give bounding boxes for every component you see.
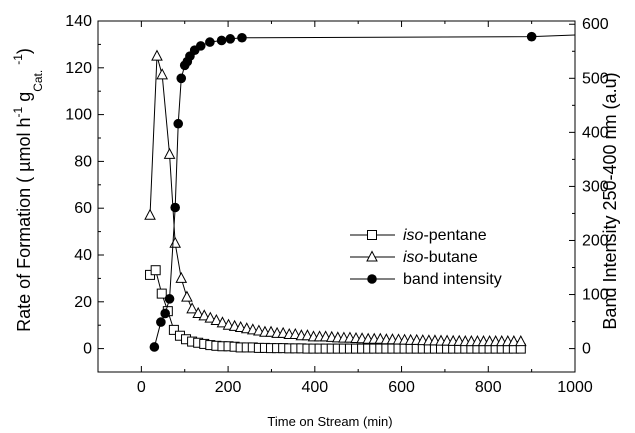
y-tick-label: 100	[65, 107, 92, 124]
data-point	[216, 35, 227, 46]
data-point	[173, 118, 184, 129]
data-point	[160, 308, 171, 319]
legend-marker	[366, 250, 378, 262]
legend-label: iso-butane	[403, 249, 478, 266]
legend-label-rest: -butane	[423, 249, 477, 266]
data-point	[205, 37, 215, 47]
y2-tick-label: 300	[582, 178, 609, 195]
x-tick-label: 1000	[557, 379, 593, 396]
data-point	[237, 32, 247, 43]
legend-marker	[367, 230, 377, 240]
data-point	[175, 271, 188, 283]
legend-label-italic: iso	[403, 227, 424, 244]
data-point	[192, 306, 204, 318]
series-line	[149, 55, 521, 343]
legend-item: iso-pentane	[350, 227, 487, 244]
legend-label: iso-pentane	[403, 227, 487, 244]
x-tick-label: 0	[137, 379, 146, 396]
x-tick-label: 400	[301, 379, 328, 396]
data-point	[151, 49, 163, 61]
data-point	[150, 265, 161, 276]
y2-axis-label: Band Intensity 250-400 nm (a.u)	[600, 72, 620, 329]
legend-label: band intensity	[403, 271, 502, 288]
legend-item: band intensity	[350, 271, 502, 288]
series-iso-pentane	[145, 265, 526, 354]
axes: 0 200 400 600 800 1000 0 20 40 60 80 100 120 140 0 100 2…	[65, 13, 609, 396]
data-point	[216, 316, 229, 328]
data-point	[156, 317, 166, 327]
x-tick-label: 800	[475, 379, 502, 396]
data-point	[514, 335, 527, 347]
x-tick-label: 600	[388, 379, 415, 396]
data-point	[169, 236, 182, 248]
y-axis-label-group: Rate of Formation ( µmol h-1 gCat. -1)	[11, 48, 45, 332]
y-tick-label: 120	[65, 60, 92, 77]
data-point	[210, 313, 223, 326]
data-point	[198, 309, 211, 321]
legend-item: iso-butane	[350, 249, 478, 266]
data-point	[170, 202, 180, 213]
data-point	[164, 294, 175, 304]
data-point	[176, 73, 187, 84]
y2-tick-label: 0	[582, 341, 591, 358]
data-point	[225, 34, 236, 44]
y2-tick-label: 100	[582, 287, 609, 304]
data-point	[156, 288, 167, 299]
data-point	[204, 311, 217, 323]
data-point	[144, 208, 156, 220]
x-axis-label: Time on Stream (min)	[267, 414, 392, 429]
y-axis-label-part: )	[14, 48, 34, 54]
y-tick-label: 60	[74, 200, 92, 217]
series-band-intensity	[149, 31, 576, 352]
legend-label-italic: iso	[403, 249, 424, 266]
data-point	[181, 290, 193, 302]
y-axis-label-part: Cat.	[31, 70, 45, 92]
y-axis-label-part: Rate of Formation ( µmol h	[14, 117, 34, 331]
y2-tick-label: 400	[582, 124, 609, 141]
y-tick-label: 140	[65, 13, 92, 30]
y2-tick-label: 200	[582, 232, 609, 249]
data-point	[526, 31, 537, 42]
plot-frame	[97, 20, 576, 373]
data-point	[156, 68, 169, 80]
x-tick-label: 200	[215, 379, 242, 396]
legend-label-rest: -pentane	[423, 227, 486, 244]
series-iso-butane	[144, 49, 527, 347]
y-axis-label-part: -1	[11, 106, 25, 117]
y2-tick-label: 500	[582, 70, 609, 87]
data-point	[186, 302, 198, 314]
y-axis-label: Rate of Formation ( µmol h-1 gCat. -1)	[11, 48, 45, 332]
data-point	[149, 342, 160, 352]
y2-tick-label: 600	[582, 16, 609, 33]
data-point	[168, 324, 179, 335]
y-tick-label: 80	[74, 153, 92, 170]
y-tick-label: 20	[74, 294, 92, 311]
series-line	[153, 34, 576, 348]
data-point	[195, 41, 206, 51]
series-group	[144, 31, 576, 354]
y-axis-label-part: -1	[11, 54, 25, 65]
data-point	[508, 335, 520, 347]
y-tick-label: 40	[74, 247, 92, 264]
y-axis-label-part: g	[14, 92, 34, 107]
legend-marker	[367, 274, 377, 284]
y-tick-label: 0	[83, 341, 92, 358]
data-point	[163, 147, 176, 159]
